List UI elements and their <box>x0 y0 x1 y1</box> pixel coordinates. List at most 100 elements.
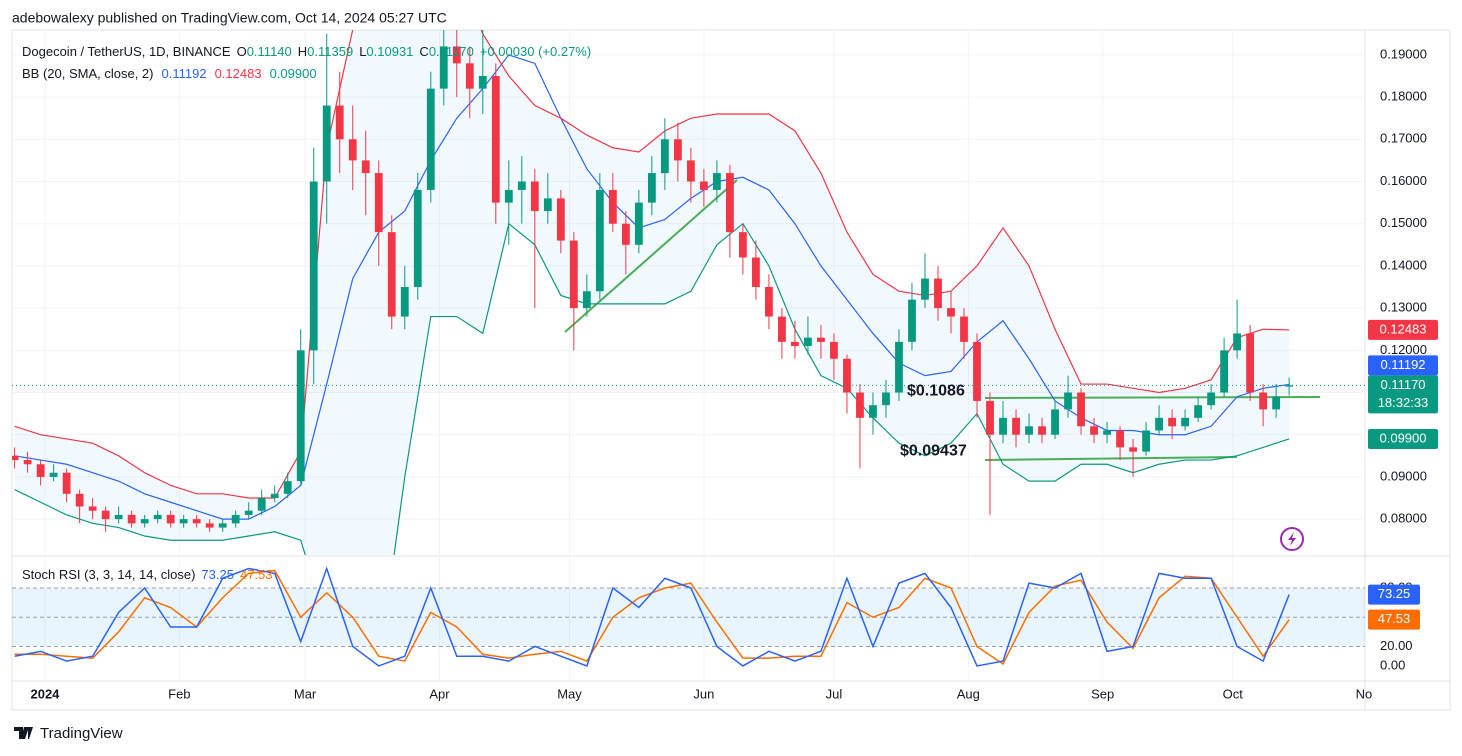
candle-body <box>960 316 968 342</box>
candle-body <box>1103 430 1111 435</box>
candle-body <box>101 510 110 520</box>
candle-body <box>791 341 799 347</box>
candle-body <box>686 160 695 182</box>
ohlc-key: C <box>419 44 428 59</box>
candle-body <box>543 198 552 212</box>
logo-mark <box>14 727 33 739</box>
stoch-label: Stoch RSI (3, 3, 14, 14, close) <box>22 567 195 582</box>
price-badge-label: 0.09900 <box>1380 430 1427 445</box>
candle-body <box>1012 417 1020 435</box>
y-tick-label: 0.17000 <box>1380 131 1427 146</box>
candle-body <box>1077 392 1085 427</box>
candle-body <box>556 198 565 241</box>
stoch-badge-label: 47.53 <box>1378 611 1411 626</box>
candle-body <box>335 105 344 140</box>
candle-body <box>88 506 97 511</box>
candle-body <box>1025 426 1033 435</box>
candle-body <box>647 173 656 203</box>
change: +0.00030 (+0.27%) <box>480 44 591 59</box>
candle-body <box>986 400 994 435</box>
overlay: Dogecoin / TetherUS, 1D, BINANCE O0.11140… <box>14 44 1438 742</box>
candle-body <box>908 299 916 342</box>
candle-body <box>192 519 201 524</box>
candle-body <box>270 493 279 499</box>
alert-icon[interactable] <box>1280 527 1304 551</box>
candle-body <box>1220 350 1229 393</box>
candle-body <box>1272 396 1281 410</box>
candle-body <box>1155 417 1163 431</box>
candle-body <box>947 308 955 317</box>
candle-body <box>166 514 175 524</box>
stoch-legend: Stoch RSI (3, 3, 14, 14, close) 73.25 47.5… <box>22 567 273 582</box>
candle-body <box>283 481 292 494</box>
candle-body <box>569 240 578 309</box>
y-tick-label: 0.19000 <box>1380 46 1427 61</box>
candle-body <box>973 341 981 401</box>
candle-body <box>452 46 461 64</box>
band-line <box>14 30 1290 499</box>
candle-body <box>999 417 1007 435</box>
candle-body <box>1168 417 1176 427</box>
bb-legend: BB (20, SMA, close, 2) 0.11192 0.12483 0.09… <box>22 66 317 81</box>
candle-body <box>582 291 591 309</box>
x-tick-label: Oct <box>1223 686 1244 701</box>
price-badge-countdown: 18:32:33 <box>1378 395 1429 410</box>
price-pane: $0.1086 $0.09437 <box>12 30 1365 555</box>
x-tick-label: Jul <box>826 686 843 701</box>
candle-body <box>1129 447 1137 452</box>
stoch-value: 73.25 <box>201 567 234 582</box>
candle-body <box>426 88 435 190</box>
icon-bolt <box>1288 532 1296 546</box>
candle-body <box>830 341 838 359</box>
y-tick-label: 0.14000 <box>1380 257 1427 272</box>
candle-body <box>75 493 84 507</box>
candle-body <box>309 181 318 351</box>
candle-body <box>634 202 643 245</box>
y-tick-label: 0.13000 <box>1380 300 1427 315</box>
x-tick-label: 2024 <box>30 686 60 701</box>
candle-body <box>36 464 45 477</box>
candle-body <box>869 405 877 418</box>
candle-body <box>504 189 513 203</box>
stoch-tick-label: 20.00 <box>1380 638 1413 653</box>
price-badge-label: 0.12483 <box>1380 321 1427 336</box>
candle-body <box>843 358 851 393</box>
price-badge <box>1368 428 1438 449</box>
ohlc-value: 0.11140 <box>247 44 292 59</box>
candle-body <box>595 189 604 292</box>
candle-body <box>12 455 19 461</box>
candle-body <box>231 514 240 524</box>
candle-body <box>478 76 487 89</box>
candle-body <box>1285 385 1294 387</box>
x-tick-label: Nov <box>1356 686 1380 701</box>
bb-values: 0.11192 0.12483 0.09900 <box>162 66 317 81</box>
price-badge <box>1368 355 1438 376</box>
candle-body <box>491 76 500 203</box>
x-tick-label: May <box>557 686 582 701</box>
trend-line <box>564 179 738 333</box>
candle-body <box>1142 430 1150 452</box>
candle-body <box>257 498 266 511</box>
trend-line <box>984 456 1238 461</box>
candle-body <box>739 232 747 258</box>
ohlc-value: 0.11170 <box>429 44 474 59</box>
band-fill <box>14 30 1290 555</box>
ohlc-value: 0.11359 <box>307 44 353 59</box>
brand-logo <box>14 727 33 739</box>
x-tick-label: Aug <box>957 686 980 701</box>
y-tick-label: 0.18000 <box>1380 89 1427 104</box>
symbol-legend: Dogecoin / TetherUS, 1D, BINANCE O0.11140… <box>22 44 591 59</box>
candle-body <box>153 514 162 520</box>
candle-body <box>1116 430 1124 448</box>
candle-body <box>23 460 32 465</box>
candle-body <box>1207 392 1216 406</box>
ohlc: O0.11140 H0.11359 L0.10931 C0.11170 <box>237 44 474 59</box>
price-badge-label: 0.11170 <box>1380 377 1425 392</box>
candle-body <box>712 173 721 190</box>
candle-body <box>921 278 929 300</box>
stoch-line <box>14 566 1290 667</box>
y-tick-label: 0.16000 <box>1380 173 1427 188</box>
candle-body <box>413 189 422 288</box>
candle-body <box>1181 417 1189 427</box>
